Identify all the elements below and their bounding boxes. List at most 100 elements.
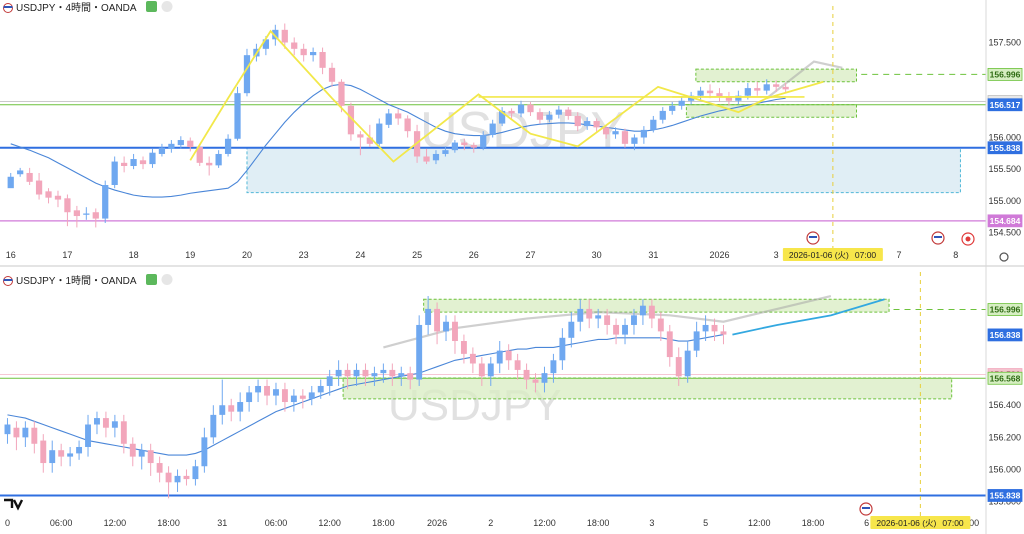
candle-body	[744, 88, 751, 96]
x-tick-label: 0	[5, 518, 10, 528]
y-tick-label: 154.500	[988, 228, 1021, 238]
x-tick-label: 31	[217, 518, 227, 528]
candle-body	[255, 385, 262, 393]
candle-body	[631, 315, 637, 325]
candle-body	[565, 109, 572, 116]
candle-body	[452, 321, 458, 342]
chart-title: USDJPY・1時間・OANDA	[16, 275, 137, 287]
x-tick-label: 2026	[709, 250, 729, 260]
candle-body	[451, 142, 458, 151]
candle-body	[281, 29, 288, 43]
candle-body	[76, 446, 83, 454]
candle-body	[716, 93, 723, 97]
candle-body	[604, 315, 611, 325]
price-tag-box	[987, 68, 1023, 81]
candle-body	[58, 450, 65, 457]
candle-body	[347, 105, 355, 135]
candle-body	[243, 55, 251, 94]
candle-body	[290, 395, 297, 403]
x-tick-label: 17	[62, 250, 72, 260]
candle-body	[514, 360, 521, 370]
moving-average-line	[10, 83, 786, 198]
candle-body	[688, 95, 695, 101]
candle-body	[532, 379, 539, 383]
y-tick-label: 156.000	[988, 464, 1021, 474]
x-tick-label: 18:00	[157, 518, 180, 528]
candle-body	[541, 373, 548, 383]
candle-body	[49, 450, 56, 464]
y-tick-label: 155.500	[988, 164, 1021, 174]
candle-body	[754, 88, 761, 91]
date-marker-box	[870, 516, 971, 529]
x-tick-label: 06:00	[265, 518, 288, 528]
candle-body	[94, 418, 100, 425]
zone-box	[685, 104, 858, 118]
candle-body	[669, 105, 676, 111]
candle-body	[505, 350, 512, 361]
candle-body	[602, 127, 610, 135]
x-tick-label: 18:00	[802, 518, 825, 528]
candle-body	[246, 392, 253, 403]
candle-body	[489, 123, 496, 135]
candle-body	[469, 353, 476, 364]
x-tick-label: 3	[649, 518, 654, 528]
candle-body	[215, 153, 222, 166]
x-tick-label: 8	[953, 250, 958, 260]
time-axis-strip	[0, 248, 986, 260]
x-tick-label: 18	[129, 250, 139, 260]
candle-body	[317, 385, 324, 393]
candle-body	[407, 373, 414, 380]
candle-body	[85, 424, 91, 447]
x-tick-label: 30	[592, 250, 602, 260]
candle-body	[395, 113, 402, 119]
candle-body	[130, 159, 137, 166]
x-tick-label: 27	[525, 250, 535, 260]
candle-body	[92, 212, 99, 219]
candle-body	[782, 86, 789, 90]
y-tick-label: 155.000	[988, 196, 1021, 206]
candle-body	[389, 369, 396, 377]
candle-body	[461, 142, 468, 146]
candle-body	[111, 161, 118, 185]
candle-body	[376, 123, 383, 144]
x-tick-label: 2026	[427, 518, 447, 528]
zigzag-wave-line	[189, 29, 824, 163]
candle-body	[639, 305, 646, 316]
candle-body	[706, 90, 714, 94]
candle-body	[228, 405, 235, 412]
x-tick-label: 16	[6, 250, 16, 260]
candle-body	[262, 39, 269, 49]
candle-body	[165, 472, 172, 483]
candle-body	[4, 424, 11, 435]
candle-body	[622, 324, 628, 335]
candle-body	[177, 140, 184, 146]
candle-body	[425, 308, 432, 325]
x-tick-label: 12:00	[533, 518, 556, 528]
flag-icon-band	[3, 279, 13, 281]
date-marker-box	[782, 248, 883, 261]
candle-body	[536, 112, 544, 120]
candle-body	[640, 129, 647, 138]
candle-body	[111, 421, 118, 428]
candle-body	[338, 81, 345, 106]
candle-body	[595, 315, 602, 319]
candle-body	[7, 176, 14, 189]
candle-body	[666, 331, 673, 358]
candle-body	[678, 100, 685, 106]
panel-1h: USDJPY156.600156.400156.200156.000155.80…	[0, 272, 1023, 529]
candle-body	[168, 143, 175, 149]
candle-body	[648, 305, 655, 319]
candle-body	[559, 337, 566, 361]
more-options-icon	[161, 274, 173, 285]
candle-body	[763, 84, 770, 91]
candle-body	[102, 185, 109, 219]
candle-body	[35, 180, 43, 195]
candle-body	[31, 427, 38, 444]
candle-body	[697, 90, 704, 96]
price-tag-label: 156.838	[990, 330, 1021, 340]
candle-body	[478, 363, 485, 377]
candle-body	[735, 95, 742, 101]
candle-body	[272, 29, 279, 40]
price-tag-label: 156.517	[990, 100, 1021, 110]
x-tick-label: 12:00	[748, 518, 771, 528]
